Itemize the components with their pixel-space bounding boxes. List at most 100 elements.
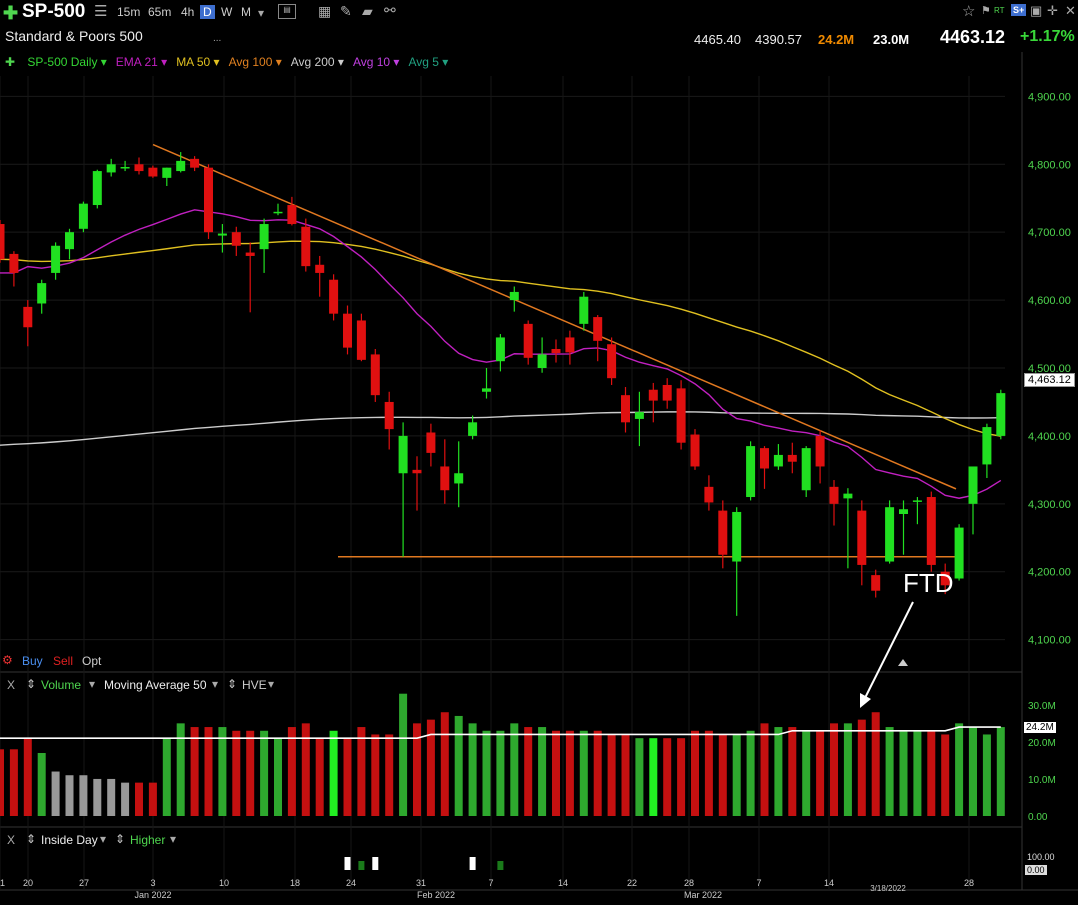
inside-day-title[interactable]: Inside Day (41, 833, 98, 847)
legend-item[interactable]: Avg 10 ▾ (352, 55, 400, 69)
volume-bar (385, 734, 394, 816)
ma-dropdown-icon[interactable]: ▾ (212, 677, 219, 691)
top-toolbar (0, 0, 1078, 26)
flag-icon[interactable]: ⚑ (981, 5, 991, 17)
price-axis-label: 4,900.00 (1028, 91, 1071, 103)
candle-body (954, 527, 964, 579)
volume-bar (399, 693, 408, 816)
legend-item[interactable]: MA 50 ▾ (176, 55, 220, 69)
candle-body (885, 507, 895, 562)
volume-bar (135, 782, 143, 816)
star-icon[interactable]: ☆ (962, 3, 976, 20)
indicator-axis-top: 100.00 (1027, 852, 1055, 862)
volume-pane-close[interactable]: X (7, 678, 16, 692)
candle-body (51, 245, 61, 273)
indicator-pane-close[interactable]: X (7, 833, 16, 847)
volume-bar (121, 782, 130, 816)
legend-plus-icon[interactable]: ✚ (5, 55, 16, 69)
symbol-name[interactable]: SP-500 (22, 1, 86, 22)
volume-bar (329, 730, 338, 816)
timeframe-dropdown-icon[interactable]: ▾ (258, 6, 265, 20)
timeframe-15m[interactable]: 15m (117, 5, 141, 19)
volume-bar (51, 771, 60, 816)
timeframe-daily[interactable]: D (200, 5, 215, 19)
timeframe-weekly[interactable]: W (221, 5, 233, 19)
candle-body (329, 279, 339, 314)
timeframe-65m[interactable]: 65m (148, 5, 172, 19)
volume-bar (649, 738, 658, 816)
candle-body (204, 167, 213, 233)
draw-pencil-icon[interactable]: ✎ (340, 3, 352, 19)
higher-dropdown-icon[interactable]: ▾ (170, 832, 177, 846)
chart-type-icon[interactable]: ▤ (278, 4, 296, 19)
volume-dropdown-icon[interactable]: ▾ (89, 677, 96, 691)
ftd-arrow-head (860, 693, 871, 708)
volume-ma-line (0, 726, 1001, 739)
timeframe-4h[interactable]: 4h (181, 5, 195, 19)
volume-bar (426, 719, 435, 816)
volume-bar (857, 719, 866, 816)
save-icon[interactable]: ▣ (1030, 3, 1043, 18)
volume-ma-label[interactable]: Moving Average 50 (104, 678, 207, 692)
timeframe-monthly[interactable]: M (241, 5, 251, 19)
volume-bar (37, 753, 46, 816)
legend-item[interactable]: EMA 21 ▾ (115, 55, 168, 69)
volume-bar (371, 734, 380, 816)
volume-bar (704, 730, 713, 816)
higher-label[interactable]: Higher (130, 833, 166, 847)
inside-day-updown-icon[interactable]: ⇕ (26, 832, 37, 846)
volume-bar (663, 738, 672, 816)
share-icon[interactable]: ⚯ (384, 2, 396, 18)
close-icon[interactable]: ✕ (1065, 3, 1076, 18)
volume-bar (913, 730, 922, 816)
crosshair-icon[interactable]: ✛ (1047, 3, 1058, 18)
volume-bar (454, 715, 463, 816)
notes-icon[interactable]: ▰ (362, 3, 373, 19)
candle-body (648, 389, 658, 401)
list-icon[interactable]: ☰ (94, 3, 108, 20)
candle-body (426, 432, 436, 453)
legend-item[interactable]: SP-500 Daily ▾ (27, 55, 107, 69)
candle-body (315, 264, 325, 273)
calculator-icon[interactable]: ▦ (318, 3, 332, 19)
hve-updown-icon[interactable]: ⇕ (227, 677, 238, 691)
volume-bar (760, 723, 769, 816)
legend-item[interactable]: Avg 200 ▾ (290, 55, 344, 69)
buy-button[interactable]: Buy (22, 654, 43, 668)
volume-bar (218, 727, 227, 816)
date-axis-label: 3 (150, 878, 155, 888)
candle-body (607, 344, 617, 379)
volume-bar (176, 723, 185, 816)
trade-icon[interactable]: ⚙ (2, 653, 13, 667)
volume-pane-title[interactable]: Volume (41, 678, 82, 692)
inside-day-dropdown-icon[interactable]: ▾ (100, 832, 107, 846)
more-ellipsis[interactable]: ... (213, 33, 222, 44)
candle-body (773, 454, 783, 467)
inside-day-marker (497, 861, 504, 870)
change-percent: +1.17% (1020, 28, 1075, 45)
volume-updown-icon[interactable]: ⇕ (26, 677, 37, 691)
sell-button[interactable]: Sell (53, 654, 74, 668)
volume-bar (927, 730, 936, 816)
higher-updown-icon[interactable]: ⇕ (115, 832, 126, 846)
legend-item[interactable]: Avg 5 ▾ (408, 55, 449, 69)
options-button[interactable]: Opt (82, 654, 102, 668)
hve-label[interactable]: HVE (242, 678, 267, 692)
legend-item[interactable]: Avg 100 ▾ (228, 55, 282, 69)
candle-body (190, 158, 200, 168)
s-plus-badge[interactable]: S+ (1011, 4, 1027, 16)
candle-body (690, 434, 700, 467)
inside-day-marker (469, 857, 476, 870)
volume-bar (774, 727, 783, 816)
candle-body (92, 171, 102, 206)
volume-bar (802, 730, 811, 816)
candle-body (565, 337, 575, 353)
volume-bar (871, 712, 880, 816)
hve-dropdown-icon[interactable]: ▾ (268, 677, 275, 691)
volume-bar (468, 723, 477, 816)
add-symbol-icon[interactable]: ✚ (3, 3, 19, 23)
candle-body (217, 233, 227, 236)
date-axis-month: Jan 2022 (134, 890, 171, 900)
candle-body (370, 354, 380, 396)
